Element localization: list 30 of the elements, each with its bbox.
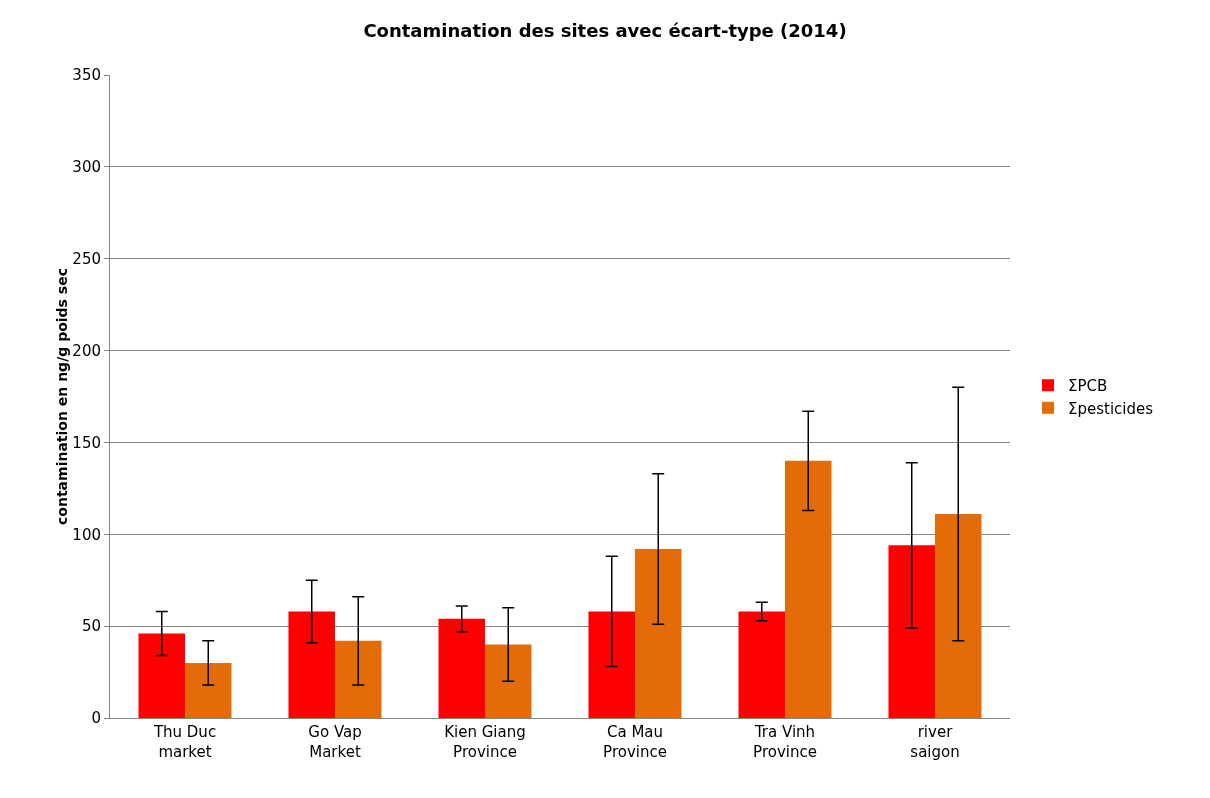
bar [635,548,682,718]
y-tick-label: 0 [91,709,101,728]
legend-label: Σpesticides [1068,399,1154,418]
bar [335,640,382,718]
bar [738,611,785,718]
y-tick-label: 300 [72,158,101,177]
y-tick-label: 350 [72,66,101,85]
bar [138,633,185,718]
y-tick-label: 50 [81,617,101,636]
bar [935,514,982,718]
bar [888,545,935,718]
bar [485,644,532,718]
y-tick-label: 150 [72,433,101,452]
chart-title: Contamination des sites avec écart-type (2014) [363,19,847,41]
legend-label: ΣPCB [1068,377,1108,396]
x-tick-label: Kien Giang Province [444,723,526,761]
x-tick-label: Go Vap Market [308,723,362,761]
bar [588,611,635,718]
y-tick-label: 100 [72,525,101,544]
x-tick-label: Tra Vinh Province [753,723,817,761]
x-tick-label: Ca Mau Province [603,723,667,761]
y-tick-label: 200 [72,341,101,360]
bar [288,611,335,718]
bar [785,460,832,718]
y-tick-label: 250 [72,249,101,268]
x-tick-label: Thu Duc market [152,723,217,761]
bar [185,662,232,718]
y-axis-title: contamination en ng/g poids sec [54,268,71,525]
bar [438,618,485,718]
x-tick-label: river saigon [910,723,960,761]
